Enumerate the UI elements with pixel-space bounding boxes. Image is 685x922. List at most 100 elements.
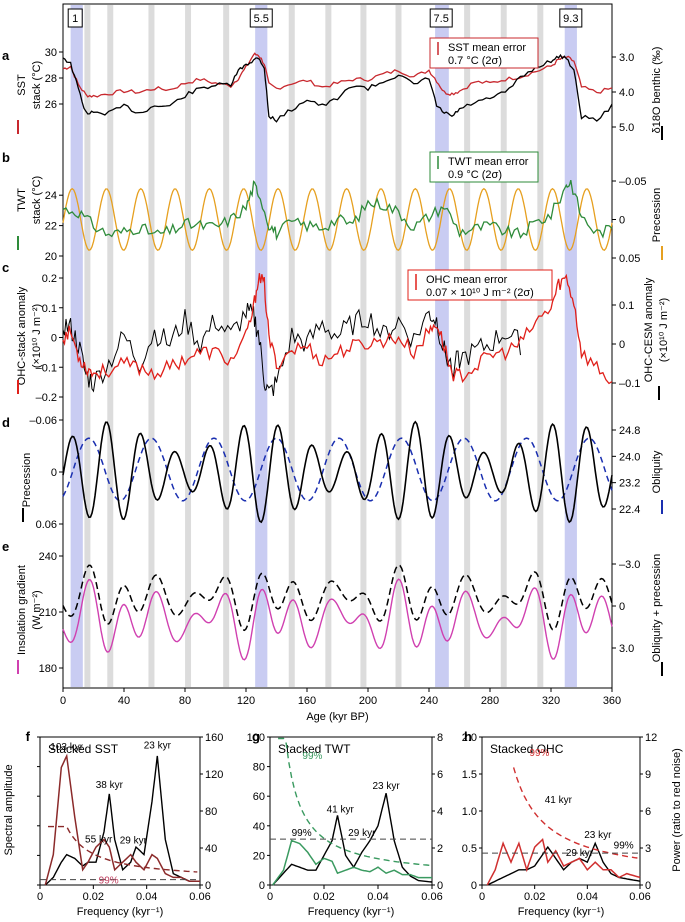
b-right-tick-label: 0.05 (619, 253, 640, 265)
h-right-tick-label: 0 (645, 880, 651, 892)
h-left-tick-label: 0 (471, 880, 477, 892)
e-right-tick-label: 0 (619, 601, 625, 613)
f-x-tick-label: 0.06 (189, 891, 210, 903)
g-right-tick-label: 6 (437, 769, 443, 781)
a-left-tick-label: 28 (45, 73, 57, 85)
f-xlabel: Frequency (kyr⁻¹) (77, 906, 164, 918)
precession-band (107, 5, 114, 687)
d-left-tick-label: –0.06 (29, 415, 57, 427)
c-left-tick-label: –0.2 (36, 392, 57, 404)
b-right-tick-label: 0 (619, 215, 625, 227)
x-tick-label: 0 (60, 695, 66, 707)
d-left-tick-label: 0 (51, 467, 57, 479)
f-title: Stacked SST (48, 742, 119, 756)
obliquity-precession-line (62, 564, 613, 632)
b-ylabel-right: Precession (651, 188, 663, 242)
x-tick-label: 120 (237, 695, 255, 707)
a-left-tick-label: 30 (45, 47, 57, 59)
f-peak-label: 29 kyr (120, 835, 148, 846)
c-legend-line: 0.07 × 10¹⁰ J m⁻² (2σ) (426, 287, 534, 299)
a-legend-box (429, 37, 539, 69)
f-right-tick-label: 40 (205, 843, 217, 855)
e-ylabel: (W m⁻²) (31, 590, 43, 629)
g-peak-label: 23 kyr (372, 781, 400, 792)
g-right-tick-label: 8 (437, 732, 443, 744)
a-right-tick-label: 5.0 (619, 122, 634, 134)
h-right-tick-label: 3 (645, 843, 651, 855)
precession-band (288, 5, 295, 687)
event-label-box (559, 8, 583, 28)
g-left-tick-label: 20 (253, 850, 265, 862)
g-peak-label: 41 kyr (327, 804, 355, 815)
x-tick-label: 40 (118, 695, 130, 707)
x-tick-label: 80 (179, 695, 191, 707)
c-right-tick-label: –0.1 (619, 378, 640, 390)
e-right-tick-label: –3.0 (619, 559, 640, 571)
g-sig-label: 99% (292, 828, 312, 839)
g-x-tick-label: 0 (267, 891, 273, 903)
h-left-tick-label: 1.5 (462, 769, 477, 781)
panel-letter: b (2, 150, 10, 165)
h-title: Stacked OHC (490, 742, 564, 756)
h-xlabel: Frequency (kyr⁻¹) (518, 906, 605, 918)
e-right-tick-label: 3.0 (619, 643, 634, 655)
a-ylabel: stack (°C) (31, 61, 43, 109)
b-left-tick-label: 20 (45, 251, 57, 263)
panel-letter: a (2, 48, 10, 63)
precession-d-line (62, 420, 613, 524)
insolation-gradient-line (62, 578, 613, 661)
c-legend-line: OHC mean error (426, 274, 508, 286)
g-right-tick-label: 0 (437, 880, 443, 892)
g-proxy-spectrum (272, 839, 432, 886)
a-left-tick-label: 26 (45, 99, 57, 111)
precession-band (148, 5, 155, 687)
event-label-box (67, 8, 83, 28)
h-sig-label-red: 99% (529, 748, 549, 759)
e-ylabel: Insolation gradient (16, 565, 28, 655)
precession-band (185, 5, 192, 687)
b-legend-line: 0.9 °C (2σ) (448, 169, 502, 181)
event-label: 9.3 (563, 13, 578, 25)
b-legend-line: TWT mean error (448, 156, 529, 168)
g-left-tick-label: 100 (247, 732, 265, 744)
h-significance-curve (512, 767, 638, 859)
precession-band (537, 5, 544, 687)
precession-band (395, 5, 402, 687)
b-ylabel: stack (°C) (31, 176, 43, 224)
f-peak-label: 55 kyr (85, 834, 113, 845)
event-label: 1 (72, 13, 78, 25)
f-peak-label: 38 kyr (96, 780, 124, 791)
h-peak-label: 29 kyr (566, 848, 594, 859)
sst-line (62, 52, 613, 98)
d-right-tick-label: 24.0 (619, 451, 640, 463)
e-ylabel-right: Obliquity + precession (651, 554, 663, 663)
g-x-tick-label: 0.06 (421, 891, 442, 903)
c-ylabel-right: OHC-CESM anomaly (643, 277, 655, 382)
g-right-tick-label: 2 (437, 843, 443, 855)
f-right-tick-label: 160 (205, 732, 223, 744)
g-peak-label: 29 kyr (348, 828, 376, 839)
b-left-tick-label: 24 (45, 190, 57, 202)
f-right-tick-label: 120 (205, 769, 223, 781)
d-right-tick-label: 22.4 (619, 504, 640, 516)
h-left-tick-label: 2.0 (462, 732, 477, 744)
d18o-line (62, 53, 613, 123)
f-proxy-spectrum (44, 753, 200, 886)
x-tick-label: 200 (359, 695, 377, 707)
d-right-tick-label: 23.2 (619, 478, 640, 490)
h-right-tick-label: 9 (645, 769, 651, 781)
f-peak-label: 103 kyr (50, 742, 83, 753)
twt-line (62, 179, 613, 242)
h-x-tick-label: 0.02 (524, 891, 545, 903)
panel-letter: d (2, 415, 10, 430)
h-left-tick-label: 0.5 (462, 843, 477, 855)
c-ylabel: (×10¹⁰ J m⁻²) (31, 304, 43, 368)
panel-letter: e (2, 539, 9, 554)
f-insolation-spectrum (44, 755, 200, 886)
f-significance-curve (48, 825, 198, 873)
f-x-tick-label: 0.02 (83, 891, 104, 903)
g-insolation-spectrum (272, 793, 433, 886)
c-ylabel: OHC-stack anomaly (16, 286, 28, 385)
f-sig-label: 99% (99, 875, 119, 886)
h-frame (481, 736, 641, 886)
